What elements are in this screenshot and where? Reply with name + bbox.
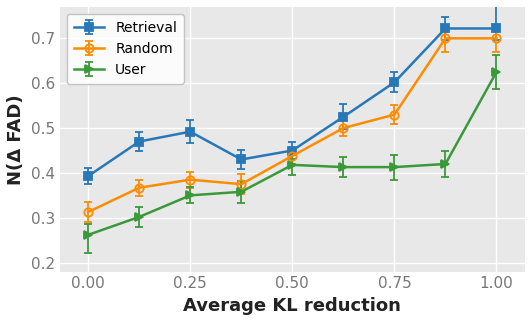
Legend: Retrieval, Random, User: Retrieval, Random, User: [66, 14, 184, 84]
Y-axis label: N(Δ FAD): N(Δ FAD): [7, 94, 25, 185]
X-axis label: Average KL reduction: Average KL reduction: [184, 297, 401, 315]
